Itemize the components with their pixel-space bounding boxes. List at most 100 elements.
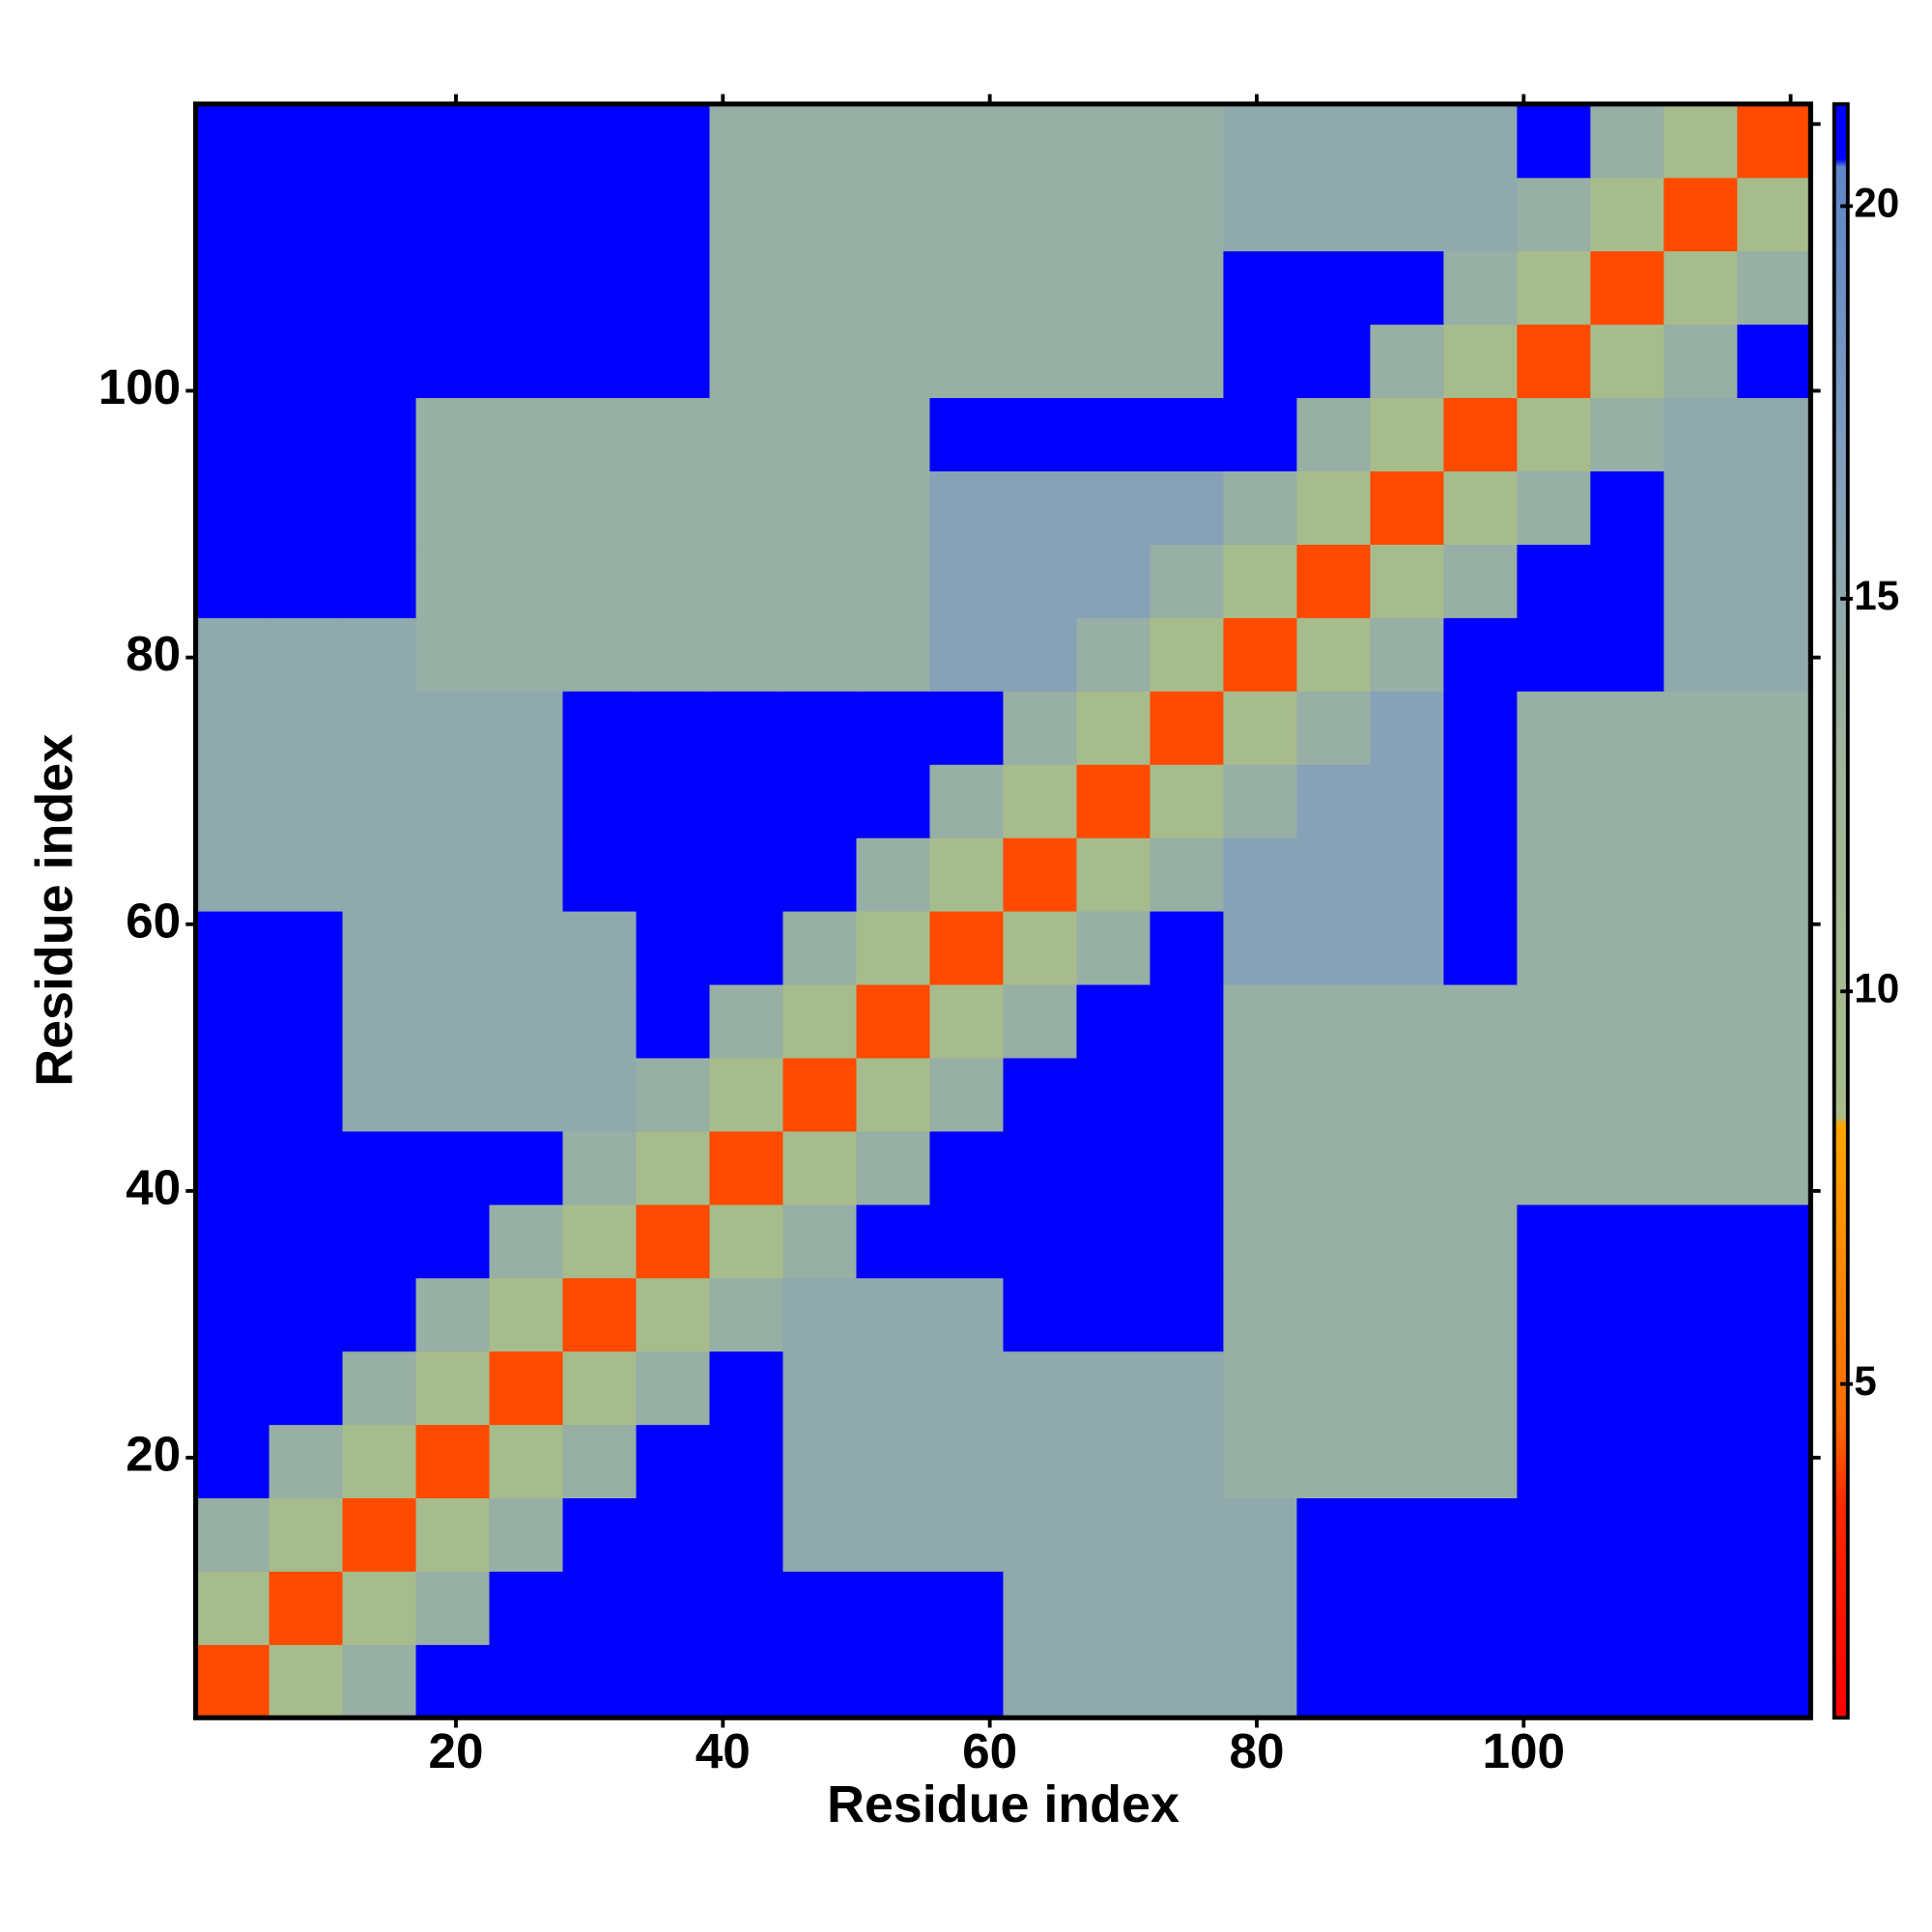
heatmap-cells [195, 103, 1811, 1719]
heatmap-cell [1443, 1644, 1519, 1719]
heatmap-cell [782, 250, 858, 326]
heatmap-cell [195, 397, 270, 471]
heatmap-cell [1517, 1644, 1592, 1719]
heatmap-cell [1517, 617, 1592, 692]
heatmap-cell [1223, 691, 1298, 765]
heatmap-cell [929, 1130, 1005, 1206]
heatmap-cell [415, 1130, 491, 1206]
heatmap-cell [562, 1204, 638, 1279]
heatmap-cell [709, 1204, 784, 1279]
heatmap-cell [342, 177, 417, 252]
heatmap-cell [1590, 691, 1665, 765]
heatmap-cell [1296, 324, 1372, 399]
heatmap-cell [929, 324, 1005, 399]
heatmap-cell [856, 103, 931, 179]
heatmap-cell [1370, 250, 1445, 326]
heatmap-cell [636, 1277, 711, 1352]
heatmap-cell [562, 324, 638, 399]
heatmap-cell [1223, 1424, 1298, 1499]
heatmap-cell [1223, 177, 1298, 252]
heatmap-cell [1443, 103, 1519, 179]
heatmap-cell [782, 1057, 858, 1132]
heatmap-cell [562, 1277, 638, 1352]
heatmap-cell [1663, 1350, 1739, 1426]
heatmap-cell [415, 103, 491, 179]
heatmap-cell [1443, 324, 1519, 399]
heatmap-cell [1003, 838, 1078, 912]
heatmap-cell [269, 397, 344, 471]
heatmap-cell [415, 1644, 491, 1719]
heatmap-cell [269, 1497, 344, 1572]
heatmap-cell [269, 1130, 344, 1206]
heatmap-cell [1370, 397, 1445, 471]
heatmap-cell [1517, 177, 1592, 252]
heatmap-cell [782, 910, 858, 985]
heatmap-cell [1003, 1571, 1078, 1645]
heatmap-cell [782, 1204, 858, 1279]
heatmap-cell [782, 691, 858, 765]
heatmap-cell [856, 1350, 931, 1426]
heatmap-cell [1590, 983, 1665, 1059]
heatmap-cell [415, 1497, 491, 1572]
heatmap-cell [489, 1571, 564, 1645]
heatmap-cell [1150, 250, 1225, 326]
heatmap-cell [415, 1057, 491, 1132]
heatmap-cell [415, 1571, 491, 1645]
heatmap-cell [1003, 397, 1078, 471]
heatmap-cell [269, 764, 344, 838]
heatmap-cell [1663, 177, 1739, 252]
heatmap-cell [195, 1424, 270, 1499]
heatmap-cell [1663, 1130, 1739, 1206]
heatmap-cell [1590, 1350, 1665, 1426]
heatmap-cell [709, 544, 784, 618]
heatmap-cell [562, 1424, 638, 1499]
heatmap-cell [489, 1204, 564, 1279]
heatmap-cell [195, 838, 270, 912]
heatmap-cell [709, 764, 784, 838]
heatmap-cell [1737, 1057, 1811, 1132]
heatmap-cell [1590, 250, 1665, 326]
heatmap-cell [1296, 544, 1372, 618]
x-tick-label: 100 [1483, 1723, 1566, 1778]
heatmap-cell [1737, 177, 1811, 252]
heatmap-cell [709, 1057, 784, 1132]
heatmap-cell [856, 617, 931, 692]
heatmap-cell [636, 1497, 711, 1572]
heatmap-cell [636, 838, 711, 912]
heatmap-cell [1443, 544, 1519, 618]
heatmap-cell [1370, 324, 1445, 399]
x-tick-label: 20 [428, 1723, 483, 1778]
heatmap-cell [415, 983, 491, 1059]
heatmap-cell [709, 103, 784, 179]
heatmap-cell [489, 177, 564, 252]
heatmap-cell [782, 1497, 858, 1572]
heatmap-cell [929, 177, 1005, 252]
heatmap-cell [1150, 470, 1225, 545]
heatmap-cell [1076, 1497, 1151, 1572]
heatmap-cell [1517, 1571, 1592, 1645]
heatmap-cell [195, 1277, 270, 1352]
heatmap-cell [1590, 764, 1665, 838]
heatmap-cell [856, 910, 931, 985]
heatmap-cell [415, 1424, 491, 1499]
heatmap-cell [195, 177, 270, 252]
heatmap-cell [1663, 470, 1739, 545]
heatmap-cell [1443, 764, 1519, 838]
heatmap-cell [195, 1057, 270, 1132]
heatmap-cell [856, 764, 931, 838]
heatmap-cell [856, 177, 931, 252]
heatmap-cell [1737, 544, 1811, 618]
heatmap-cell [1443, 910, 1519, 985]
heatmap-cell [1663, 838, 1739, 912]
heatmap-cell [1737, 764, 1811, 838]
heatmap-cell [1737, 1350, 1811, 1426]
heatmap-cell [636, 1571, 711, 1645]
heatmap-cell [415, 838, 491, 912]
heatmap-cell [1370, 177, 1445, 252]
heatmap-cell [1223, 617, 1298, 692]
heatmap-cell [929, 1424, 1005, 1499]
heatmap-cell [562, 910, 638, 985]
heatmap-cell [415, 324, 491, 399]
heatmap-cell [1150, 1644, 1225, 1719]
